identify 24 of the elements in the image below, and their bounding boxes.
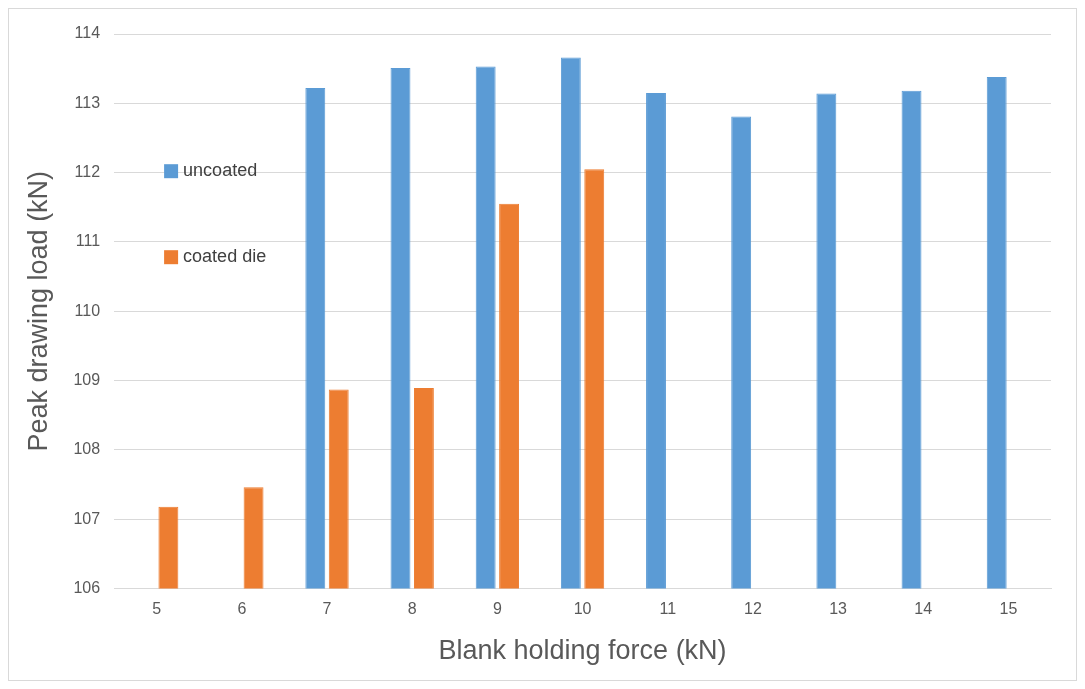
y-tick-label: 107 bbox=[73, 509, 101, 527]
legend-label: uncoated bbox=[183, 160, 258, 181]
y-tick-label: 110 bbox=[74, 301, 101, 319]
x-tick-label: 6 bbox=[237, 600, 247, 618]
legend-label: coated die bbox=[183, 246, 267, 267]
x-tick-label: 13 bbox=[829, 600, 848, 618]
y-tick-label: 114 bbox=[74, 24, 101, 42]
x-tick-label: 5 bbox=[152, 600, 162, 618]
x-tick-label: 9 bbox=[492, 600, 502, 618]
y-tick-label: 108 bbox=[73, 440, 101, 458]
x-tick-label: 8 bbox=[407, 600, 417, 618]
y-tick-label: 106 bbox=[73, 578, 101, 596]
x-tick-label: 14 bbox=[914, 600, 933, 618]
x-tick-label: 15 bbox=[999, 600, 1018, 618]
x-tick-label: 12 bbox=[744, 600, 762, 618]
x-tick-label: 7 bbox=[322, 600, 332, 618]
y-tick-label: 113 bbox=[74, 93, 101, 111]
y-tick-label: 109 bbox=[73, 370, 101, 388]
x-axis-title: Blank holding force (kN) bbox=[438, 635, 727, 666]
y-tick-label: 112 bbox=[74, 163, 101, 181]
y-axis-title: Peak drawing load (kN) bbox=[22, 170, 53, 452]
x-tick-label: 10 bbox=[573, 600, 592, 618]
x-tick-label: 11 bbox=[659, 600, 677, 618]
y-tick-label: 111 bbox=[75, 232, 101, 250]
